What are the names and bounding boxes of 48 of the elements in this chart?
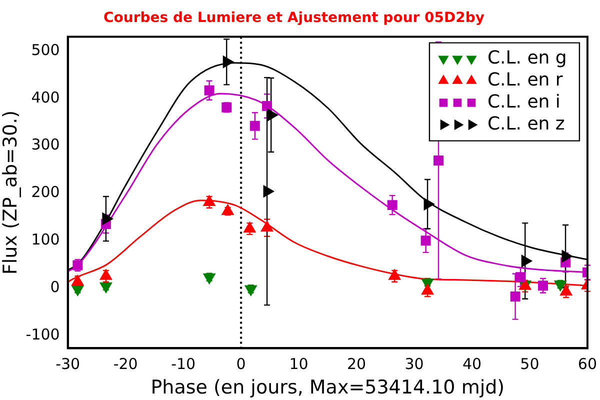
x-tick-label: -20 bbox=[113, 355, 138, 374]
y-tick-label: 0 bbox=[50, 278, 60, 296]
x-tick-label: 0 bbox=[236, 355, 246, 374]
y-tick-label: -100 bbox=[26, 325, 60, 344]
point bbox=[515, 272, 526, 282]
point bbox=[102, 212, 113, 225]
legend-label: C.L. en g bbox=[487, 47, 567, 68]
y-tick-label: 400 bbox=[31, 88, 60, 106]
point bbox=[434, 156, 444, 166]
point bbox=[538, 280, 548, 291]
legend-label: C.L. en z bbox=[487, 113, 565, 134]
point bbox=[262, 101, 272, 111]
point bbox=[204, 85, 214, 96]
y-tick-label: 100 bbox=[31, 230, 60, 248]
x-tick-label: 60 bbox=[578, 355, 598, 374]
point bbox=[267, 109, 278, 121]
x-tick-label: 40 bbox=[462, 355, 482, 374]
point bbox=[554, 280, 566, 291]
y-axis-title: Flux (ZP_ab=30.) bbox=[0, 110, 22, 275]
x-axis-title: Phase (en jours, Max=53414.10 mjd) bbox=[150, 376, 505, 399]
x-tick-label: 50 bbox=[520, 355, 540, 374]
legend-label: C.L. en r bbox=[487, 69, 564, 90]
point bbox=[72, 275, 84, 286]
point bbox=[244, 222, 256, 233]
y-tick-label: 200 bbox=[31, 183, 60, 202]
point bbox=[203, 273, 216, 284]
point bbox=[521, 255, 532, 267]
point bbox=[562, 250, 572, 262]
point bbox=[560, 285, 572, 296]
y-tick-label: 500 bbox=[31, 40, 60, 59]
point bbox=[263, 185, 274, 198]
point bbox=[261, 221, 273, 232]
point bbox=[250, 120, 260, 131]
x-tick-label: -10 bbox=[171, 355, 196, 374]
point bbox=[222, 56, 234, 68]
x-tick-label: 10 bbox=[289, 355, 308, 374]
y-tick-label: 300 bbox=[31, 136, 60, 154]
x-tick-label: -30 bbox=[56, 355, 80, 374]
point bbox=[420, 236, 431, 246]
point bbox=[422, 284, 434, 295]
x-tick-label: 30 bbox=[404, 355, 424, 374]
chart-title: Courbes de Lumiere et Ajustement pour 05D2by bbox=[103, 10, 485, 26]
point bbox=[510, 292, 520, 302]
point bbox=[387, 200, 398, 210]
legend-label: C.L. en i bbox=[487, 91, 560, 112]
point bbox=[424, 198, 434, 210]
x-tick-label: 20 bbox=[346, 355, 366, 374]
point bbox=[100, 282, 112, 293]
